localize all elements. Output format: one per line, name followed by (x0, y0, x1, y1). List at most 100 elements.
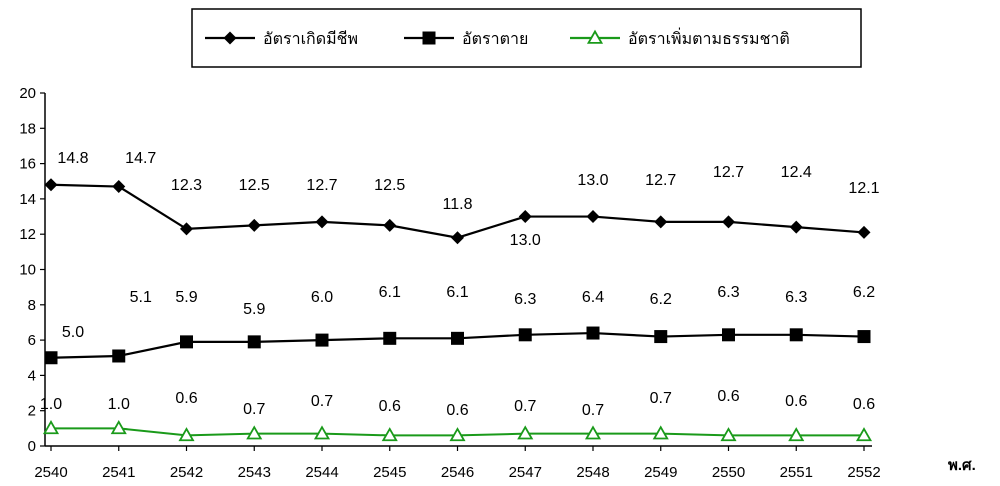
x-axis-unit-label: พ.ศ. (948, 457, 976, 474)
data-label: 0.7 (650, 390, 672, 407)
data-point (449, 427, 466, 442)
data-label: 14.7 (125, 150, 156, 167)
data-point (247, 218, 261, 232)
data-point (44, 178, 58, 192)
x-tick-label: 2543 (238, 464, 271, 481)
data-point (720, 427, 737, 442)
y-tick-label: 20 (19, 85, 36, 102)
data-point (518, 328, 532, 342)
data-point (44, 351, 58, 365)
data-label: 5.0 (62, 324, 84, 341)
y-tick-label: 2 (28, 403, 36, 420)
data-label: 6.3 (717, 284, 739, 301)
data-point (381, 427, 398, 442)
x-tick-label: 2548 (576, 464, 609, 481)
data-label: 6.4 (582, 289, 604, 306)
data-point (383, 218, 397, 232)
data-point (518, 210, 532, 224)
y-tick-label: 14 (19, 191, 36, 208)
data-label: 6.2 (650, 291, 672, 308)
data-label: 0.6 (717, 388, 739, 405)
data-point (586, 326, 600, 340)
x-tick-label: 2545 (373, 464, 406, 481)
data-point (112, 180, 126, 194)
data-label: 5.9 (175, 289, 197, 306)
data-label: 6.3 (785, 289, 807, 306)
y-tick-label: 6 (28, 332, 36, 349)
data-label: 1.0 (108, 396, 130, 413)
data-label: 12.5 (239, 177, 270, 194)
data-point (247, 335, 261, 349)
data-label: 12.5 (374, 177, 405, 194)
x-tick-label: 2546 (441, 464, 474, 481)
data-label: 12.7 (645, 172, 676, 189)
legend-label: อัตราตาย (462, 29, 528, 48)
axes: 0 2 4 6 8 10 12 14 16 18 20 2540 2541 2542 2543 2544 254… (19, 85, 880, 481)
data-label: 12.7 (306, 177, 337, 194)
data-point (180, 335, 193, 349)
data-label: 1.0 (40, 396, 62, 413)
data-label: 0.6 (446, 402, 468, 419)
data-label: 0.6 (853, 396, 875, 413)
series-3 (42, 420, 873, 442)
data-point (857, 330, 871, 344)
data-point (722, 328, 735, 342)
y-tick-label: 0 (28, 438, 36, 455)
data-point (313, 425, 331, 440)
data-label: 5.1 (130, 289, 152, 306)
data-labels: 14.8 14.7 12.3 12.5 12.7 12.5 11.8 13.0 13.0 12.7… (40, 150, 880, 419)
legend-marker (223, 31, 237, 45)
data-point (789, 328, 803, 342)
data-label: 6.3 (514, 291, 536, 308)
x-tick-label: 2540 (34, 464, 67, 481)
x-tick-label: 2551 (780, 464, 813, 481)
data-point (855, 427, 873, 442)
data-label: 13.0 (577, 172, 608, 189)
data-point (178, 427, 195, 442)
data-point (180, 222, 193, 236)
legend-label: อัตราเพิ่มตามธรรมชาติ (628, 27, 790, 48)
data-label: 0.7 (311, 393, 333, 410)
y-tick-label: 16 (19, 156, 36, 173)
data-label: 0.6 (175, 390, 197, 407)
data-label: 6.0 (311, 289, 333, 306)
legend-item-3: อัตราเพิ่มตามธรรมชาติ (570, 27, 790, 48)
x-tick-label: 2542 (170, 464, 203, 481)
data-point (315, 333, 329, 347)
data-label: 0.7 (514, 398, 536, 415)
data-label: 0.7 (243, 401, 265, 418)
x-tick-label: 2541 (102, 464, 135, 481)
data-point (789, 220, 803, 234)
x-tick-label: 2550 (712, 464, 745, 481)
data-label: 12.7 (713, 164, 744, 181)
legend-marker (422, 31, 436, 45)
data-label: 12.3 (171, 177, 202, 194)
data-point (584, 425, 602, 440)
data-point (586, 210, 600, 224)
legend-box (191, 8, 862, 68)
legend-marker (586, 29, 604, 44)
data-point (652, 425, 669, 440)
data-point (788, 427, 805, 442)
legend-label: อัตราเกิดมีชีพ (263, 29, 358, 48)
data-point (857, 225, 871, 239)
x-tick-label: 2552 (847, 464, 880, 481)
data-point (315, 215, 329, 229)
data-label: 5.9 (243, 301, 265, 318)
y-tick-label: 12 (19, 226, 36, 243)
x-tick-label: 2547 (509, 464, 542, 481)
y-tick-label: 8 (28, 297, 36, 314)
data-label: 12.1 (848, 180, 879, 197)
data-point (722, 215, 735, 229)
data-point (110, 420, 127, 435)
data-label: 0.6 (785, 393, 807, 410)
series-layer (42, 178, 873, 442)
series-2 (44, 326, 871, 365)
data-label: 6.1 (379, 284, 401, 301)
data-label: 6.2 (853, 284, 875, 301)
data-point (112, 349, 126, 363)
x-tick-label: 2544 (305, 464, 338, 481)
y-tick-label: 4 (28, 367, 36, 384)
